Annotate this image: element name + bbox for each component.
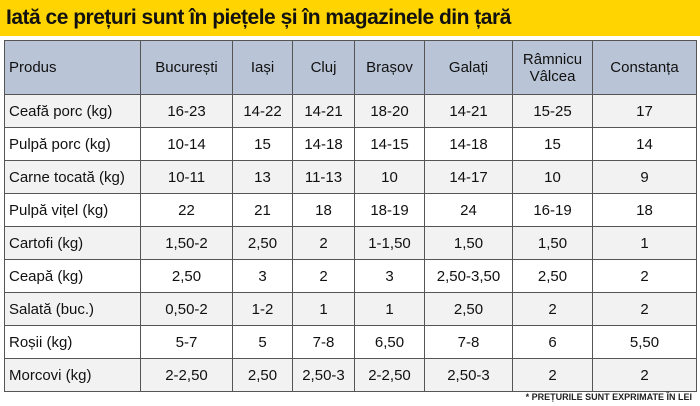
price-cell: 24 bbox=[424, 193, 513, 227]
price-cell: 14-22 bbox=[232, 94, 293, 128]
price-cell: 1 bbox=[354, 292, 425, 326]
title: Iată ce prețuri sunt în piețele și în ma… bbox=[0, 0, 700, 36]
header-cell: Brașov bbox=[354, 40, 425, 95]
price-cell: 1 bbox=[292, 292, 355, 326]
price-cell: 14-21 bbox=[424, 94, 513, 128]
table-row: Ceapă (kg) 2,50 3 2 3 2,50-3,50 2,50 2 bbox=[4, 259, 697, 293]
product-cell: Pulpă vițel (kg) bbox=[4, 193, 141, 227]
price-cell: 10-11 bbox=[140, 160, 233, 194]
price-cell: 17 bbox=[592, 94, 697, 128]
header-cell: Galați bbox=[424, 40, 513, 95]
product-cell: Ceapă (kg) bbox=[4, 259, 141, 293]
price-cell: 1 bbox=[592, 226, 697, 260]
table-row: Carne tocată (kg) 10-11 13 11-13 10 14-17 10 9 bbox=[4, 160, 697, 194]
header-cell: Iași bbox=[232, 40, 293, 95]
product-cell: Pulpă porc (kg) bbox=[4, 127, 141, 161]
price-cell: 1,50-2 bbox=[140, 226, 233, 260]
header-cell: București bbox=[140, 40, 233, 95]
table-row: Roșii (kg) 5-7 5 7-8 6,50 7-8 6 5,50 bbox=[4, 325, 697, 359]
price-cell: 18-19 bbox=[354, 193, 425, 227]
price-cell: 0,50-2 bbox=[140, 292, 233, 326]
price-cell: 18 bbox=[292, 193, 355, 227]
header-row: Produs București Iași Cluj Brașov Galați Râmni… bbox=[4, 40, 697, 95]
price-cell: 2,50-3,50 bbox=[424, 259, 513, 293]
price-cell: 2 bbox=[592, 259, 697, 293]
price-cell: 2-2,50 bbox=[140, 358, 233, 392]
table-row: Salată (buc.) 0,50-2 1-2 1 1 2,50 2 2 bbox=[4, 292, 697, 326]
price-cell: 2,50-3 bbox=[424, 358, 513, 392]
price-cell: 2,50 bbox=[140, 259, 233, 293]
table-row: Ceafă porc (kg) 16-23 14-22 14-21 18-20 14-21… bbox=[4, 94, 697, 128]
price-cell: 2 bbox=[512, 358, 593, 392]
price-cell: 1-1,50 bbox=[354, 226, 425, 260]
price-cell: 10 bbox=[354, 160, 425, 194]
price-cell: 3 bbox=[354, 259, 425, 293]
price-cell: 10 bbox=[512, 160, 593, 194]
price-table: Produs București Iași Cluj Brașov Galați Râmni… bbox=[4, 40, 697, 392]
price-cell: 2,50 bbox=[232, 358, 293, 392]
price-cell: 5-7 bbox=[140, 325, 233, 359]
table-row: Morcovi (kg) 2-2,50 2,50 2,50-3 2-2,50 2,50-3… bbox=[4, 358, 697, 392]
product-cell: Salată (buc.) bbox=[4, 292, 141, 326]
price-cell: 3 bbox=[232, 259, 293, 293]
price-cell: 16-23 bbox=[140, 94, 233, 128]
price-cell: 2,50-3 bbox=[292, 358, 355, 392]
price-cell: 14-18 bbox=[424, 127, 513, 161]
price-cell: 2 bbox=[512, 292, 593, 326]
product-cell: Morcovi (kg) bbox=[4, 358, 141, 392]
price-cell: 7-8 bbox=[292, 325, 355, 359]
price-cell: 2,50 bbox=[232, 226, 293, 260]
header-cell: Constanța bbox=[592, 40, 697, 95]
table-row: Pulpă vițel (kg) 22 21 18 18-19 24 16-19 18 bbox=[4, 193, 697, 227]
price-cell: 14-18 bbox=[292, 127, 355, 161]
price-cell: 2,50 bbox=[512, 259, 593, 293]
table-row: Cartofi (kg) 1,50-2 2,50 2 1-1,50 1,50 1,50 1 bbox=[4, 226, 697, 260]
price-cell: 18-20 bbox=[354, 94, 425, 128]
footnote: * PREȚURILE SUNT EXPRIMATE ÎN LEI bbox=[525, 392, 692, 402]
price-cell: 2,50 bbox=[424, 292, 513, 326]
product-cell: Cartofi (kg) bbox=[4, 226, 141, 260]
table-body: Ceafă porc (kg) 16-23 14-22 14-21 18-20 14-21… bbox=[4, 94, 697, 392]
price-cell: 7-8 bbox=[424, 325, 513, 359]
product-cell: Roșii (kg) bbox=[4, 325, 141, 359]
price-cell: 9 bbox=[592, 160, 697, 194]
price-cell: 1,50 bbox=[424, 226, 513, 260]
price-cell: 22 bbox=[140, 193, 233, 227]
price-cell: 15 bbox=[232, 127, 293, 161]
price-cell: 2 bbox=[292, 259, 355, 293]
price-cell: 13 bbox=[232, 160, 293, 194]
price-cell: 18 bbox=[592, 193, 697, 227]
product-cell: Carne tocată (kg) bbox=[4, 160, 141, 194]
price-cell: 10-14 bbox=[140, 127, 233, 161]
price-cell: 2 bbox=[292, 226, 355, 260]
price-cell: 5 bbox=[232, 325, 293, 359]
product-cell: Ceafă porc (kg) bbox=[4, 94, 141, 128]
header-cell: Cluj bbox=[292, 40, 355, 95]
price-cell: 15-25 bbox=[512, 94, 593, 128]
price-cell: 5,50 bbox=[592, 325, 697, 359]
price-cell: 16-19 bbox=[512, 193, 593, 227]
price-cell: 1,50 bbox=[512, 226, 593, 260]
price-cell: 14-15 bbox=[354, 127, 425, 161]
price-cell: 6 bbox=[512, 325, 593, 359]
price-cell: 2 bbox=[592, 358, 697, 392]
header-cell: Produs bbox=[4, 40, 141, 95]
price-cell: 15 bbox=[512, 127, 593, 161]
price-cell: 14-21 bbox=[292, 94, 355, 128]
price-cell: 6,50 bbox=[354, 325, 425, 359]
price-cell: 2 bbox=[592, 292, 697, 326]
price-cell: 14-17 bbox=[424, 160, 513, 194]
price-cell: 14 bbox=[592, 127, 697, 161]
price-cell: 11-13 bbox=[292, 160, 355, 194]
header-cell: Râmnicu Vâlcea bbox=[512, 40, 593, 95]
table-row: Pulpă porc (kg) 10-14 15 14-18 14-15 14-18 15 1… bbox=[4, 127, 697, 161]
price-cell: 1-2 bbox=[232, 292, 293, 326]
price-cell: 2-2,50 bbox=[354, 358, 425, 392]
price-cell: 21 bbox=[232, 193, 293, 227]
